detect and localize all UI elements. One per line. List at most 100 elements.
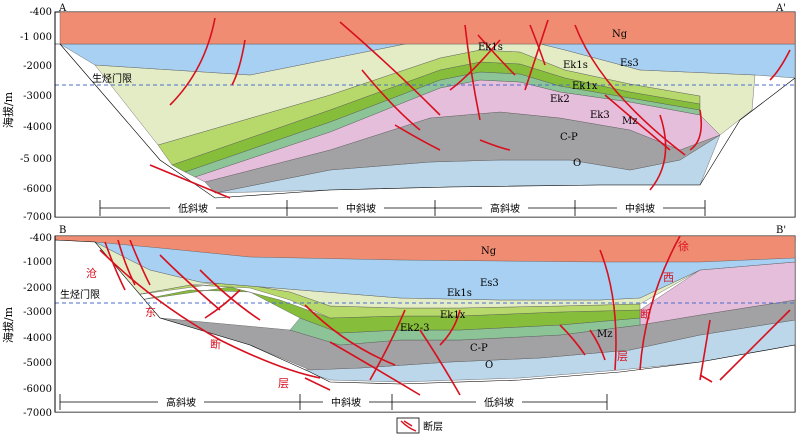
segment-a-1: 中斜坡 — [346, 202, 376, 215]
y-tick-b-3: -3000 — [23, 307, 52, 318]
segment-a-2: 高斜坡 — [490, 202, 520, 215]
fault-name-left-2: 断 — [210, 337, 221, 351]
fault-a-11 — [604, 94, 671, 151]
legend-fault-icon — [400, 420, 417, 432]
y-tick-a-1: -1 000 — [20, 32, 52, 43]
fault-a-4 — [361, 69, 421, 131]
fault-b-8 — [329, 341, 421, 396]
y-axis-b: -400 -1000 -2000 -3000 -4000 -5000 -6000… — [1, 233, 56, 419]
fault-b-6 — [204, 289, 241, 319]
segment-a-bg-0 — [170, 200, 216, 214]
fault-a-2 — [231, 39, 246, 86]
segment-b-2: 低斜坡 — [484, 396, 514, 409]
section-b: -400 -1000 -2000 -3000 -4000 -5000 -6000… — [1, 225, 796, 419]
y-tick-a-3: -3000 — [23, 91, 52, 102]
formation-b-es3: Es3 — [480, 278, 499, 289]
fault-a-12 — [649, 114, 667, 191]
fault-b-15 — [639, 235, 681, 371]
faults-b — [99, 235, 791, 396]
y-tick-a-4: -4000 — [23, 122, 52, 133]
fault-b-17 — [719, 309, 791, 381]
section-b-left-label: B — [59, 225, 66, 236]
fault-a-17 — [149, 164, 231, 199]
y-tick-b-0: -400 — [30, 233, 52, 244]
legend: 断层 — [396, 417, 443, 434]
y-tick-a-2: -2000 — [23, 61, 52, 72]
section-a-right-label: A' — [775, 3, 786, 14]
fault-b-5 — [199, 269, 261, 321]
fault-b-10 — [419, 329, 461, 396]
formation-a-o: O — [573, 158, 581, 169]
fault-name-right-0: 徐 — [678, 239, 689, 253]
section-b-right-label: B' — [776, 225, 786, 236]
formation-b-ek1s: Ek1s — [447, 288, 472, 299]
y-tick-b-1: -1000 — [23, 257, 52, 268]
fault-name-right-2: 断 — [640, 307, 651, 321]
fault-a-13 — [689, 109, 703, 151]
formation-a-ng: Ng — [612, 29, 628, 40]
fault-a-7 — [449, 39, 501, 91]
fault-b-14 — [599, 249, 617, 371]
y-axis-label-b: 海拔/m — [1, 306, 15, 343]
y-tick-b-5: -5000 — [23, 358, 52, 369]
segment-a-0: 低斜坡 — [178, 202, 208, 215]
fault-a-9 — [524, 19, 549, 91]
formation-b-ng: Ng — [481, 246, 497, 257]
segment-b-bg-2 — [476, 394, 522, 408]
fault-a-14 — [769, 49, 791, 81]
fault-b-7 — [304, 304, 396, 366]
section-a: -400 -1 000 -2000 -3000 -4000 -5 000 -60… — [1, 3, 796, 223]
y-axis-label-a: 海拔/m — [1, 91, 15, 128]
threshold-label-b: 生烃门限 — [60, 288, 100, 301]
fault-name-right-3: 层 — [617, 350, 628, 363]
formation-b-ek1x: Ek1x — [440, 310, 466, 321]
threshold-label-a: 生烃门限 — [92, 72, 132, 85]
formation-b-o: O — [485, 360, 493, 371]
fault-b-13 — [589, 329, 606, 361]
formation-a-ek1s-2: Ek1s — [563, 60, 588, 71]
fault-name-left-0: 沧 — [86, 266, 97, 280]
fault-name-left-1: 东 — [145, 306, 156, 319]
y-tick-a-5: -5 000 — [20, 154, 52, 165]
fault-b-main-left — [99, 249, 321, 379]
fault-b-4 — [159, 254, 221, 311]
fault-b-19 — [304, 377, 331, 391]
fault-a-3 — [339, 21, 441, 116]
formation-a-ek3: Ek3 — [590, 110, 610, 121]
y-tick-b-4: -4000 — [23, 333, 52, 344]
fault-name-right-1: 西 — [663, 271, 674, 284]
fault-a-15 — [394, 124, 441, 151]
segment-a-3: 中斜坡 — [625, 202, 655, 215]
section-a-left-label: A — [58, 3, 67, 14]
formation-a-cp: C-P — [560, 132, 578, 143]
segment-b-bg-1 — [323, 394, 369, 408]
basin-outline-b — [54, 239, 796, 413]
segment-b-0: 高斜坡 — [166, 396, 196, 409]
formation-a-ek2: Ek2 — [550, 94, 570, 105]
segment-b-1: 中斜坡 — [331, 396, 361, 409]
fault-b-1 — [104, 241, 126, 291]
y-tick-a-6: -6000 — [23, 184, 52, 195]
faults-a — [149, 17, 791, 199]
segment-a-bg-1 — [338, 200, 384, 214]
fault-name-left-3: 层 — [278, 377, 289, 390]
fault-a-1 — [169, 17, 216, 106]
y-tick-b-7: -7000 — [23, 408, 52, 419]
formation-b-ek23: Ek2-3 — [400, 323, 429, 334]
formation-a-mz: Mz — [622, 116, 638, 127]
segment-a-bg-2 — [482, 200, 528, 214]
fault-b-18 — [699, 374, 713, 383]
formation-b-cp: C-P — [470, 343, 488, 354]
formation-a-es3: Es3 — [620, 58, 639, 69]
layer-ng-a — [59, 11, 796, 45]
fault-a-6 — [477, 34, 516, 76]
segment-a-bg-3 — [617, 200, 663, 214]
fault-a-16 — [479, 139, 511, 151]
segment-b-bg-0 — [158, 394, 204, 408]
y-tick-a-0: -400 — [30, 7, 52, 18]
y-tick-b-2: -2000 — [23, 283, 52, 294]
y-axis-a: -400 -1 000 -2000 -3000 -4000 -5 000 -60… — [1, 7, 56, 223]
fault-b-11 — [439, 309, 461, 346]
fault-b-9 — [369, 309, 406, 381]
fault-b-3 — [129, 239, 151, 286]
